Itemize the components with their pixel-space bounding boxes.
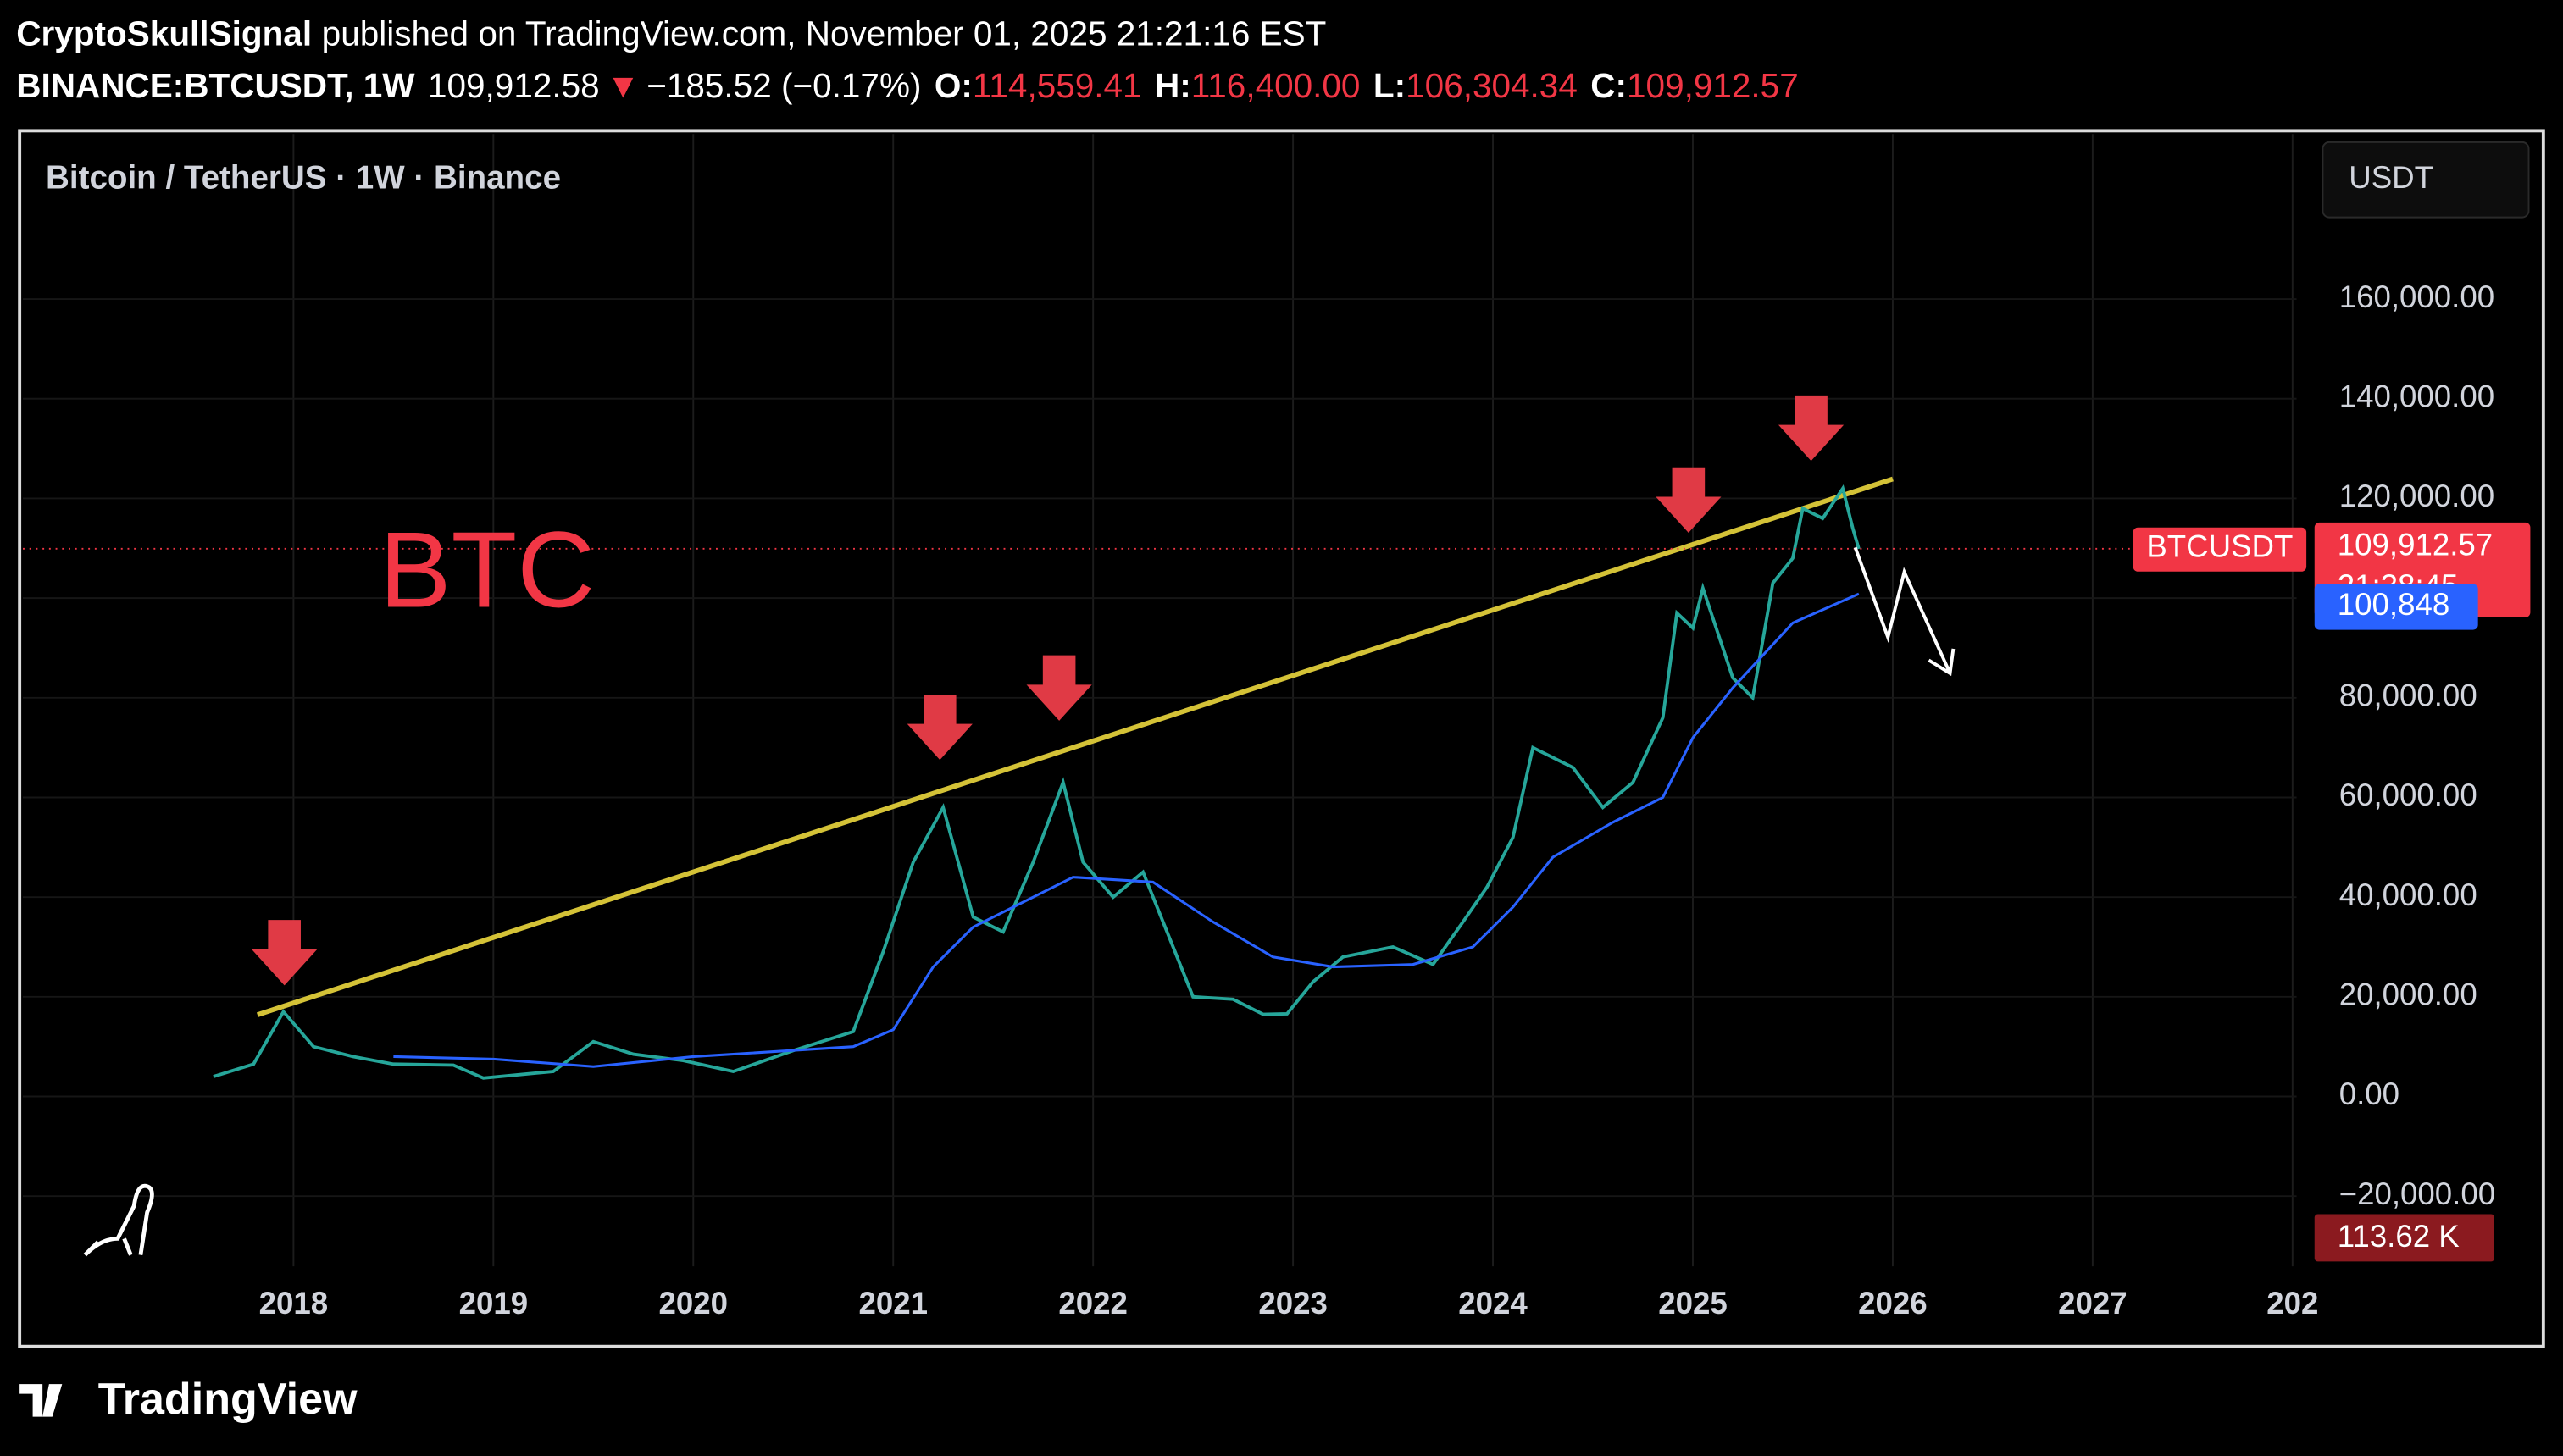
y-tick-label: 60,000.00 — [2339, 778, 2477, 812]
currency-button[interactable] — [2322, 141, 2530, 219]
high: 116,400.00 — [1191, 66, 1361, 105]
moving-average — [393, 592, 1860, 1068]
symbol: BINANCE:BTCUSDT, 1W — [16, 66, 415, 105]
symbol-tag — [2133, 527, 2307, 572]
y-tick-label: 160,000.00 — [2339, 280, 2494, 314]
y-tick-label: 0.00 — [2339, 1077, 2399, 1111]
logo-icon — [83, 1183, 154, 1257]
ma-tag-text: 100,848 — [2338, 587, 2449, 622]
volume-tag — [2314, 1214, 2494, 1262]
low: 106,304.34 — [1406, 66, 1578, 105]
currency[interactable]: USDT — [2349, 160, 2433, 195]
forecast-arrowhead — [1928, 648, 1956, 677]
y-tick-label: 140,000.00 — [2339, 379, 2494, 413]
x-tick-label: 2026 — [1858, 1286, 1928, 1320]
open: 114,559.41 — [973, 66, 1142, 105]
x-tick-label: 2022 — [1058, 1286, 1128, 1320]
y-tick-label: −20,000.00 — [2339, 1176, 2495, 1211]
down-arrow — [907, 694, 973, 761]
arrow: ▼ — [606, 66, 640, 105]
x-tick-label: 2027 — [2058, 1286, 2128, 1320]
ma-tag — [2314, 584, 2478, 630]
x-tick-label: 2019 — [459, 1286, 529, 1320]
x-tick-label: 202 — [2266, 1286, 2318, 1320]
close: 109,912.57 — [1627, 66, 1799, 105]
down-arrow — [1656, 467, 1722, 533]
x-tick-label: 2021 — [858, 1286, 928, 1320]
last: 109,912.58 — [428, 66, 600, 105]
change: −185.52 (−0.17%) — [646, 66, 921, 105]
l-key: L: — [1373, 66, 1406, 105]
o-key: O: — [935, 66, 973, 105]
y-tick-label: 80,000.00 — [2339, 678, 2477, 712]
x-tick-label: 2025 — [1658, 1286, 1728, 1320]
footer-logo — [19, 1384, 63, 1417]
volume-tag-text: 113.62 K — [2338, 1219, 2460, 1254]
y-tick-label: 20,000.00 — [2339, 977, 2477, 1012]
x-tick-label: 2024 — [1458, 1286, 1528, 1320]
author: CryptoSkullSignal — [16, 14, 312, 53]
c-key: C: — [1590, 66, 1627, 105]
footer-brand: TradingView — [98, 1375, 358, 1424]
h-key: H: — [1155, 66, 1191, 105]
x-tick-label: 2020 — [659, 1286, 729, 1320]
symbol-tag-text: BTCUSDT — [2146, 529, 2293, 563]
header-line: CryptoSkullSignal published on TradingVie… — [16, 14, 1326, 53]
y-tick-label: 120,000.00 — [2339, 479, 2494, 513]
trendline — [256, 476, 1894, 1017]
y-tick-label: 40,000.00 — [2339, 877, 2477, 912]
down-arrow — [1026, 655, 1092, 721]
x-tick-label: 2018 — [259, 1286, 329, 1320]
chart-frame — [18, 129, 2545, 1348]
chart-legend: Bitcoin / TetherUS · 1W · Binance — [46, 159, 561, 196]
forecast-path — [1853, 546, 1952, 674]
x-tick-label: 2023 — [1258, 1286, 1328, 1320]
price-line — [213, 484, 1861, 1080]
symbol-line: BINANCE:BTCUSDT, 1W 109,912.58 ▼ −185.52 (−… — [16, 66, 1798, 105]
annotation: BTC — [380, 510, 596, 630]
price-tag-text: 109,912.57 — [2338, 528, 2493, 562]
plot — [23, 476, 2297, 1080]
published: published on TradingView.com, November 0… — [322, 14, 1327, 53]
